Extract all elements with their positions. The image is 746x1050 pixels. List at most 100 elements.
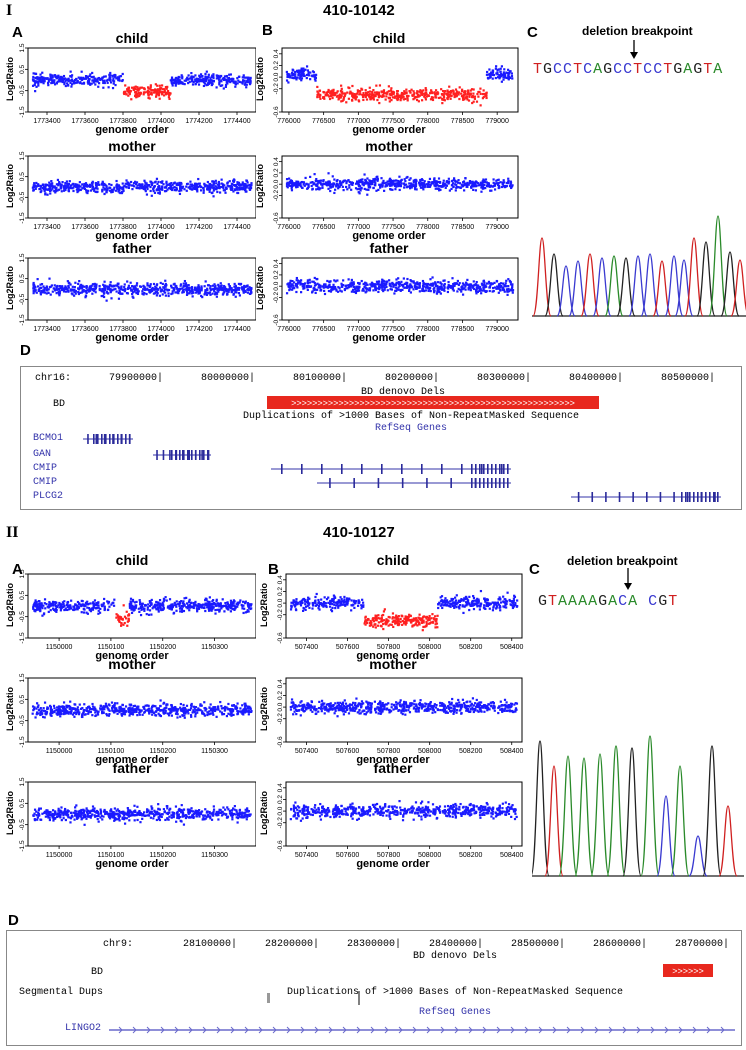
data-point bbox=[505, 184, 508, 188]
data-point bbox=[244, 710, 247, 714]
data-point bbox=[373, 95, 376, 98]
data-point bbox=[291, 68, 294, 71]
data-point bbox=[206, 180, 209, 184]
data-point bbox=[364, 284, 367, 287]
data-point bbox=[36, 285, 40, 288]
data-point bbox=[204, 79, 208, 83]
data-point bbox=[117, 615, 120, 618]
data-point bbox=[206, 287, 209, 290]
data-point bbox=[155, 91, 158, 94]
data-point bbox=[216, 288, 219, 291]
data-point bbox=[405, 286, 408, 289]
data-point bbox=[447, 182, 450, 185]
data-point bbox=[150, 181, 153, 185]
data-point bbox=[410, 286, 413, 289]
data-point bbox=[499, 286, 502, 289]
data-point bbox=[201, 295, 204, 299]
data-point bbox=[345, 101, 348, 104]
data-point bbox=[174, 284, 177, 287]
data-point bbox=[171, 292, 174, 295]
data-point bbox=[219, 84, 222, 87]
data-point bbox=[473, 183, 477, 186]
data-point bbox=[295, 186, 298, 189]
data-point bbox=[50, 604, 54, 607]
data-point bbox=[472, 185, 475, 188]
data-point bbox=[213, 283, 216, 286]
data-point bbox=[136, 86, 139, 89]
x-tick-label: 1150200 bbox=[149, 644, 176, 651]
data-point bbox=[211, 80, 214, 83]
base-letter: A bbox=[588, 593, 599, 610]
data-point bbox=[359, 185, 362, 188]
data-point bbox=[307, 74, 311, 77]
data-point bbox=[364, 179, 368, 183]
data-point bbox=[179, 82, 182, 85]
data-point bbox=[464, 284, 467, 287]
data-point bbox=[165, 93, 168, 96]
plot-I-A-father: father 1773400 1773600 1773800 1774000 177420… bbox=[5, 240, 256, 344]
data-point bbox=[509, 180, 512, 183]
data-point bbox=[220, 607, 223, 610]
data-point bbox=[79, 291, 82, 294]
data-point bbox=[419, 89, 422, 92]
x-tick-label: 1150100 bbox=[98, 748, 125, 755]
data-point bbox=[241, 607, 244, 610]
data-point bbox=[55, 75, 58, 78]
data-point bbox=[389, 187, 392, 191]
data-point bbox=[171, 84, 174, 87]
data-point bbox=[126, 620, 129, 623]
data-point bbox=[311, 187, 314, 190]
data-point bbox=[340, 87, 343, 90]
y-tick-label: -0.5 bbox=[19, 191, 26, 203]
data-point bbox=[146, 187, 149, 191]
data-point bbox=[176, 710, 179, 713]
y-tick-label: 0.0 bbox=[273, 281, 280, 290]
plot-frame bbox=[27, 257, 256, 321]
data-point bbox=[329, 280, 332, 283]
data-point bbox=[509, 281, 512, 284]
section-II-panel-b-letter: B bbox=[268, 561, 279, 578]
data-point bbox=[507, 73, 510, 76]
data-point bbox=[443, 286, 446, 290]
data-point bbox=[156, 608, 159, 611]
data-point bbox=[148, 97, 151, 100]
data-point bbox=[218, 185, 221, 189]
data-point bbox=[221, 288, 224, 292]
data-point bbox=[229, 73, 232, 76]
data-point bbox=[186, 182, 189, 185]
data-point bbox=[485, 96, 488, 100]
data-point bbox=[180, 600, 183, 603]
data-point bbox=[309, 175, 312, 179]
data-point bbox=[47, 291, 50, 294]
data-point bbox=[138, 610, 141, 613]
data-point bbox=[34, 289, 37, 292]
data-point bbox=[198, 289, 201, 292]
data-point bbox=[69, 605, 72, 609]
data-point bbox=[117, 285, 120, 288]
data-point bbox=[158, 605, 162, 608]
data-point bbox=[79, 188, 82, 192]
data-point bbox=[358, 187, 361, 190]
data-point bbox=[353, 290, 356, 293]
data-point bbox=[220, 74, 223, 78]
data-point bbox=[197, 607, 201, 610]
data-point bbox=[76, 183, 79, 186]
data-point bbox=[194, 79, 197, 82]
data-point bbox=[237, 603, 240, 606]
data-point bbox=[338, 180, 342, 183]
data-point bbox=[476, 290, 479, 293]
data-point bbox=[294, 282, 298, 286]
data-point bbox=[70, 709, 73, 712]
data-point bbox=[134, 183, 138, 186]
data-point bbox=[464, 177, 467, 180]
data-point bbox=[217, 78, 221, 81]
data-point bbox=[202, 77, 205, 80]
data-point bbox=[297, 69, 301, 72]
data-point bbox=[373, 285, 377, 288]
data-point bbox=[42, 613, 46, 616]
data-point bbox=[445, 93, 448, 96]
data-point bbox=[42, 185, 45, 189]
data-point bbox=[98, 287, 101, 290]
data-point bbox=[149, 189, 152, 193]
data-point bbox=[43, 79, 46, 82]
